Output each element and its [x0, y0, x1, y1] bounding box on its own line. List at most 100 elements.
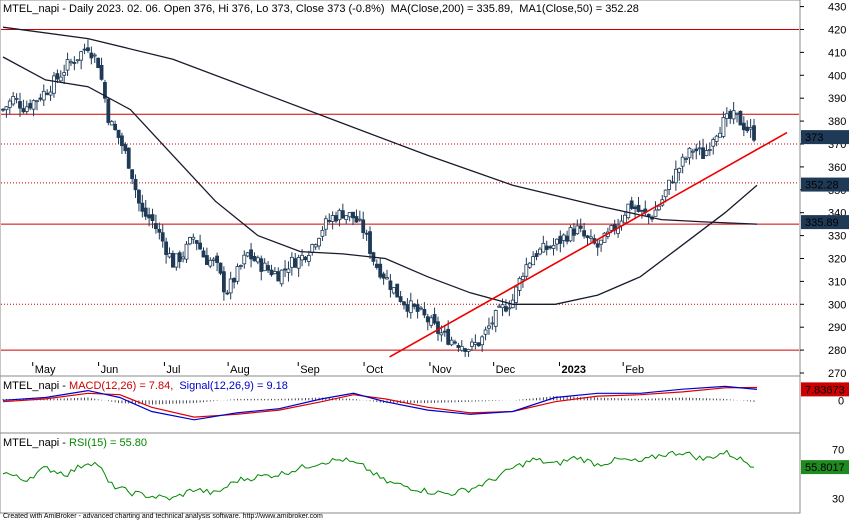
candle-body [337, 209, 342, 221]
close-value-label-text: 373 [805, 132, 823, 144]
candle-body [527, 262, 532, 268]
candle-body [126, 147, 131, 169]
candle-body [21, 108, 26, 113]
candle-body [232, 278, 236, 283]
candle-body [694, 148, 699, 152]
price-axis-label: 390 [828, 93, 846, 105]
candle-body [748, 126, 753, 130]
price-candle [398, 290, 403, 303]
price-candle [296, 254, 301, 277]
candle-body [398, 296, 403, 303]
candle-body [446, 328, 451, 345]
price-candle [419, 305, 423, 311]
candle-body [184, 243, 189, 260]
candle-body [171, 252, 175, 268]
candle-body [123, 144, 128, 152]
candle-body [402, 301, 406, 306]
candle-body [323, 218, 328, 230]
candle-body [228, 278, 233, 294]
candle-body [639, 209, 644, 212]
price-candle [711, 137, 716, 155]
price-candle [707, 142, 712, 156]
price-candle [130, 169, 135, 185]
candle-body [28, 103, 33, 109]
price-candle [171, 250, 175, 268]
candle-body [150, 214, 155, 221]
candle-body [252, 255, 257, 262]
candle-body [96, 57, 101, 69]
price-candle [622, 211, 627, 226]
price-axis-label: 320 [828, 253, 846, 265]
signal-header-text: Signal(12,26,9) = 9.18 [179, 380, 288, 392]
macd-header-text: MACD(12,26) = 7.84, [69, 380, 173, 392]
price-candle [680, 153, 685, 174]
candle-body [459, 345, 464, 351]
candle-body [714, 135, 719, 142]
candle-body [113, 123, 118, 131]
price-candle [575, 219, 580, 235]
candle-body [351, 211, 355, 219]
candle-body [585, 235, 590, 239]
price-candle [684, 156, 688, 163]
price-candle [589, 229, 593, 243]
candle-body [86, 47, 90, 52]
candle-body [684, 158, 688, 160]
macd-line [2, 385, 758, 421]
rsi-value-label: 55.8017 [801, 460, 849, 475]
candle-body [82, 48, 87, 51]
candle-body [395, 283, 400, 298]
candle-body [174, 253, 179, 268]
candle-body [235, 266, 240, 282]
candle-body [419, 307, 423, 310]
price-candle [55, 69, 60, 84]
candle-body [707, 149, 712, 151]
support-trendline [389, 131, 788, 358]
ma200-header-text: MA(Close,200) = 335.89, [391, 3, 514, 15]
candle-body [344, 215, 349, 221]
candle-body [656, 205, 661, 211]
price-candle [225, 289, 230, 296]
candle-body [561, 234, 566, 241]
rsi-axis-label: 70 [832, 445, 844, 457]
candle-body [354, 216, 359, 223]
price-axis-label: 280 [828, 345, 846, 357]
candle-body [381, 273, 386, 279]
candle-body [249, 249, 253, 260]
candle-body [143, 207, 148, 217]
candle-body [500, 304, 505, 309]
price-candle [340, 203, 345, 219]
price-candle [62, 64, 67, 85]
time-axis-label: Jul [166, 364, 180, 376]
candle-body [188, 237, 192, 245]
candle-body [704, 150, 709, 157]
candle-body [544, 245, 549, 250]
price-candle [626, 203, 631, 220]
candle-body [279, 269, 284, 285]
time-axis-label: Feb [625, 364, 644, 376]
ma50-line [2, 56, 758, 305]
price-candle [58, 70, 63, 83]
candle-body [690, 150, 695, 153]
price-candle [480, 335, 485, 352]
candle-body [269, 269, 274, 276]
candle-body [680, 156, 685, 167]
candle-body [103, 82, 107, 99]
candle-body [41, 90, 46, 101]
candle-body [7, 100, 12, 108]
price-candle [72, 56, 77, 71]
time-axis-label: Sep [300, 364, 320, 376]
candle-body [300, 254, 304, 261]
footer-credit: Created with AmiBroker - advanced charti… [3, 513, 323, 520]
candle-body [408, 300, 413, 314]
candle-body [497, 305, 502, 308]
candle-body [728, 111, 733, 119]
candle-body [374, 263, 379, 268]
price-candle [235, 263, 240, 285]
candle-body [711, 139, 716, 147]
price-candle [164, 237, 169, 264]
price-candle [109, 119, 114, 126]
price-candle [198, 234, 203, 250]
price-axis-label: 410 [828, 47, 846, 59]
candle-body [385, 277, 389, 280]
